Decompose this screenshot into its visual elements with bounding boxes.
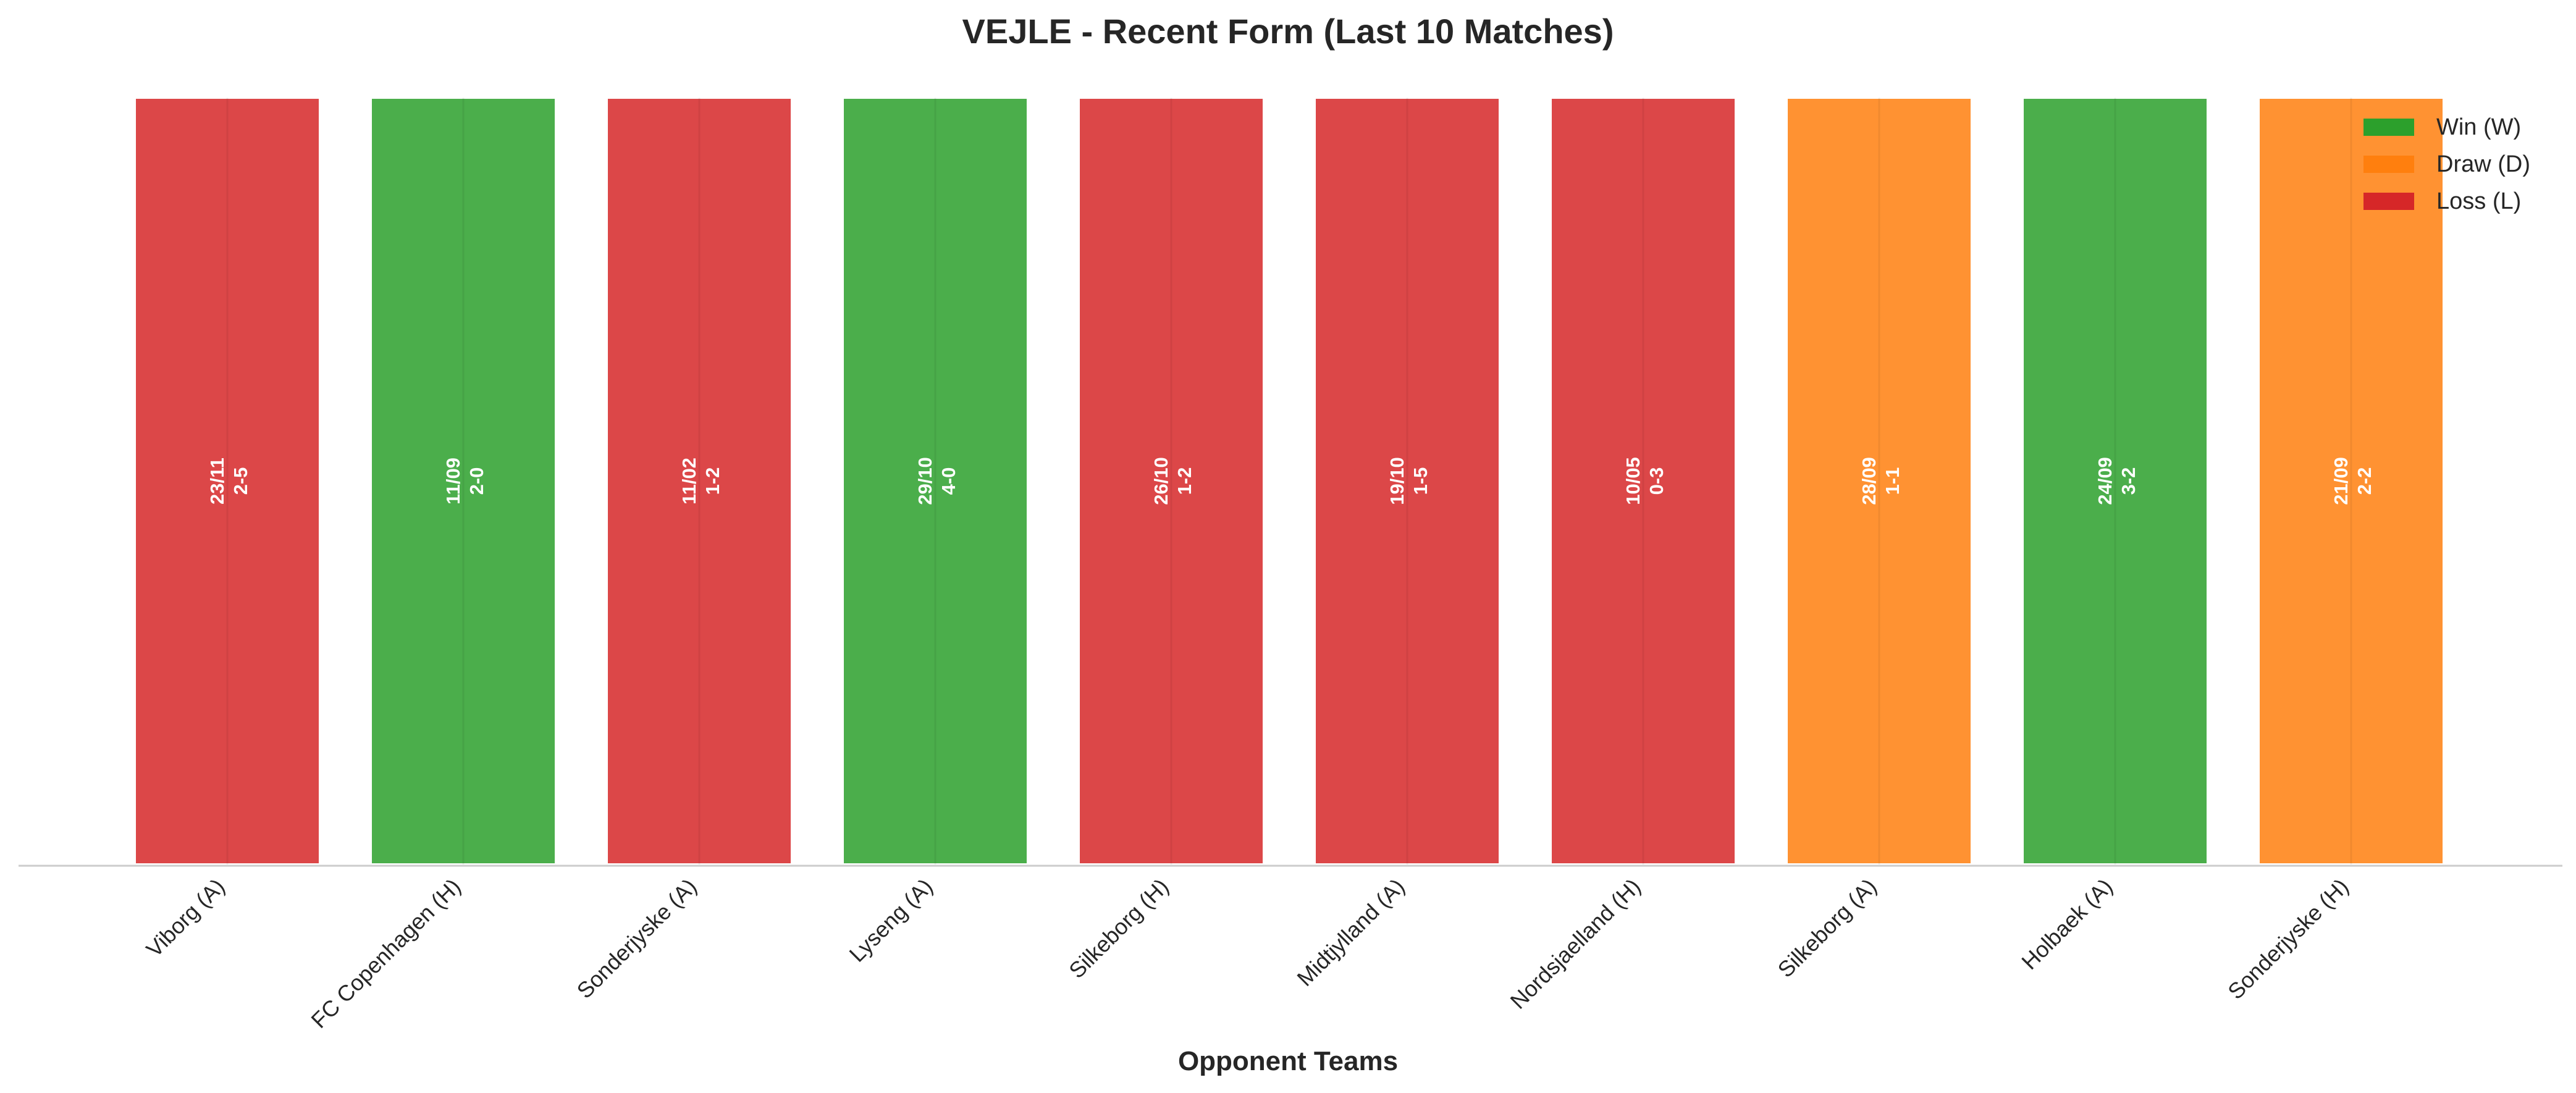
bar-score-label: 2-2 [2354, 467, 2375, 495]
bar-10 [2257, 96, 2445, 866]
x-tick-label: Sonderjyske (A) [572, 874, 702, 1003]
bar-7 [1549, 96, 1737, 866]
bar-2 [369, 96, 557, 866]
bar-4 [841, 96, 1029, 866]
bar-score-label: 4-0 [938, 467, 959, 495]
bar-date-label: 28/09 [1858, 457, 1880, 505]
x-tick-label: Lyseng (A) [844, 874, 938, 967]
bar-score-label: 1-2 [1174, 467, 1195, 495]
bar-date-label: 11/02 [678, 458, 700, 505]
bar-5 [1077, 96, 1265, 866]
x-tick-label: Nordsjaelland (H) [1505, 874, 1646, 1014]
legend: Win (W) Draw (D) Loss (L) [2363, 114, 2530, 214]
bar-9 [2021, 96, 2209, 866]
bar-8 [1785, 96, 1973, 866]
bar-date-label: 24/09 [2094, 457, 2116, 505]
x-tick-label: Silkeborg (A) [1773, 874, 1882, 982]
bar-data-label: 23/112-5 [206, 458, 251, 505]
bar-3 [605, 96, 793, 866]
legend-label: Win (W) [2436, 114, 2521, 140]
bar-score-label: 2-5 [230, 467, 251, 495]
bars-layer: 23/112-5 11/092-0 11/021-2 29/104-0 26/101-2… [133, 96, 2445, 866]
legend-label: Loss (L) [2436, 188, 2521, 214]
x-tick-label: Viborg (A) [141, 874, 230, 962]
bar-date-label: 23/11 [206, 458, 228, 505]
bar-data-label: 28/091-1 [1858, 457, 1903, 505]
bar-data-label: 29/104-0 [914, 457, 959, 505]
bar-score-label: 3-2 [2118, 467, 2139, 495]
x-tick-labels: Viborg (A) FC Copenhagen (H) Sonderjyske (… [141, 874, 2354, 1033]
x-axis-label: Opponent Teams [1178, 1046, 1398, 1076]
bar-date-label: 10/05 [1622, 457, 1644, 505]
x-tick-label: FC Copenhagen (H) [306, 874, 465, 1033]
bar-data-label: 26/101-2 [1150, 457, 1195, 505]
bar-data-label: 10/050-3 [1622, 457, 1667, 505]
x-tick-label: Holbaek (A) [2016, 874, 2117, 974]
bar-1 [133, 96, 321, 866]
legend-label: Draw (D) [2436, 151, 2530, 177]
legend-swatch-w [2363, 119, 2414, 136]
bar-data-label: 11/021-2 [678, 458, 723, 505]
bar-date-label: 29/10 [914, 457, 936, 505]
bar-score-label: 0-3 [1646, 467, 1667, 495]
bar-data-label: 11/092-0 [442, 458, 487, 505]
x-tick-label: Sonderjyske (H) [2223, 874, 2353, 1004]
chart-title: VEJLE - Recent Form (Last 10 Matches) [962, 12, 1614, 51]
legend-swatch-d [2363, 156, 2414, 173]
bar-data-label: 21/092-2 [2330, 457, 2375, 505]
bar-score-label: 1-5 [1410, 467, 1431, 495]
bar-date-label: 21/09 [2330, 457, 2352, 505]
bar-score-label: 1-1 [1882, 467, 1903, 495]
x-tick-label: Midtjylland (A) [1292, 874, 1409, 991]
x-tick-label: Silkeborg (H) [1064, 874, 1174, 984]
bar-data-label: 19/101-5 [1386, 457, 1431, 505]
bar-score-label: 2-0 [466, 467, 487, 495]
bar-date-label: 11/09 [442, 458, 464, 505]
bar-date-label: 19/10 [1386, 457, 1408, 505]
bar-date-label: 26/10 [1150, 457, 1172, 505]
legend-swatch-l [2363, 193, 2414, 210]
bar-score-label: 1-2 [702, 467, 723, 495]
bar-6 [1313, 96, 1501, 866]
bar-data-label: 24/093-2 [2094, 457, 2139, 505]
